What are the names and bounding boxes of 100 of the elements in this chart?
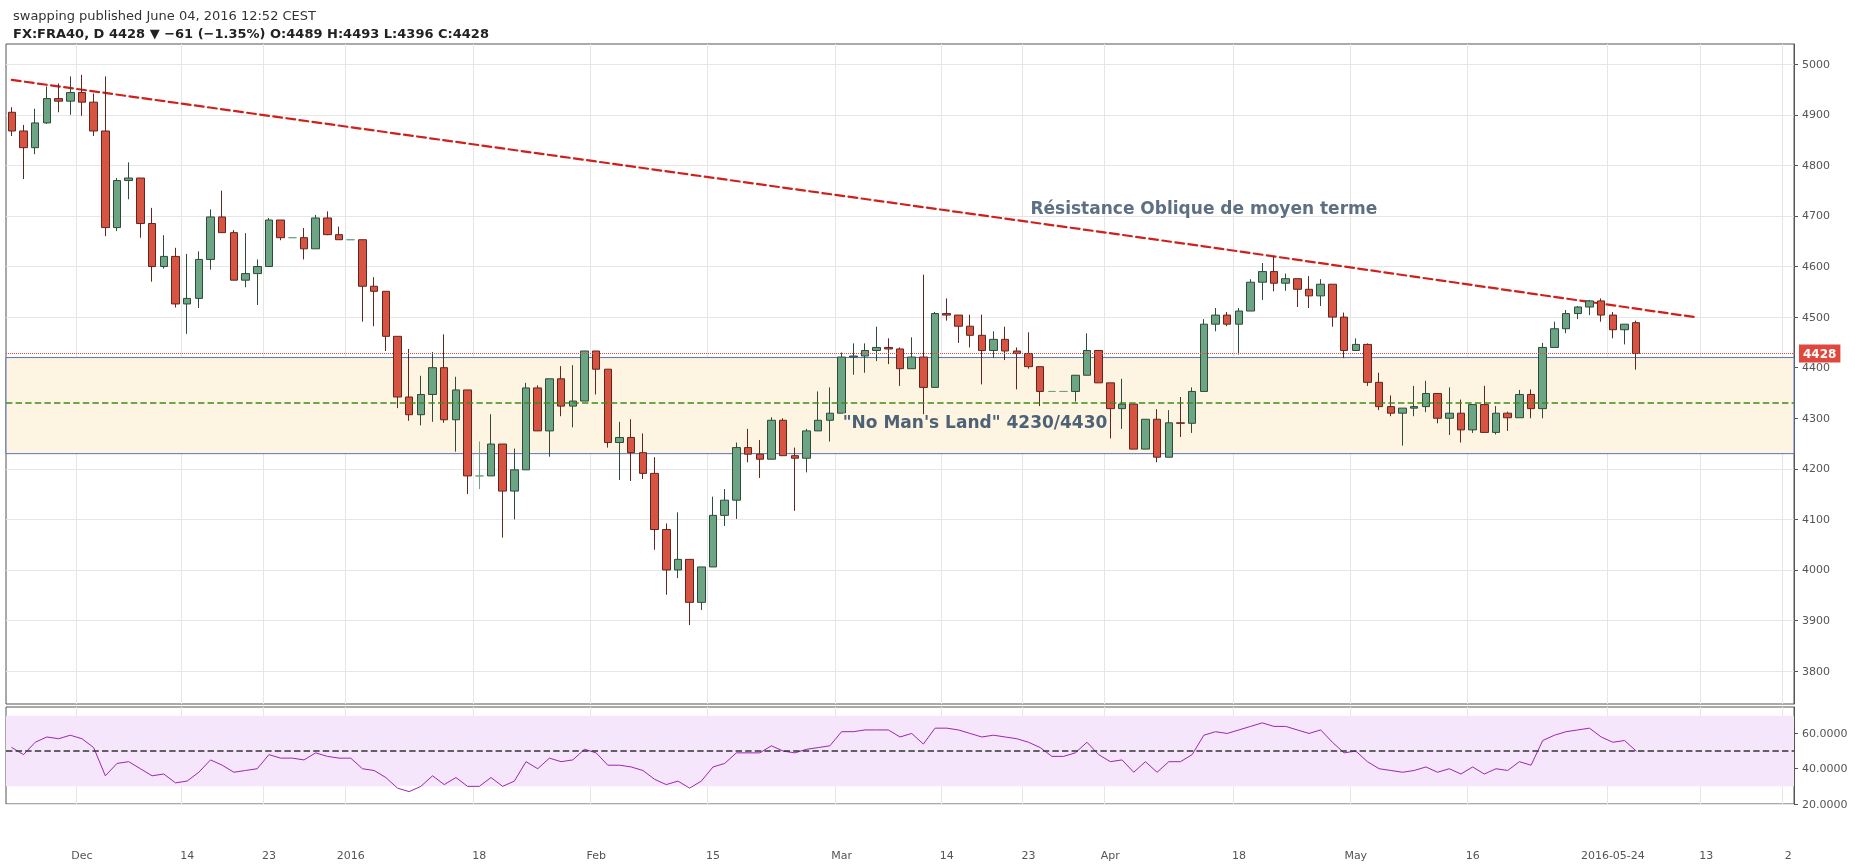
y-tick-label: 4000 <box>1802 563 1830 577</box>
candlestick <box>54 82 63 113</box>
candlestick <box>66 75 75 116</box>
x-tick-label: 2016-05-24 <box>1580 849 1645 862</box>
candlestick <box>206 208 215 271</box>
candlestick <box>1538 342 1547 419</box>
candlestick <box>1200 318 1208 392</box>
candlestick <box>113 177 121 232</box>
x-tick-label: 2016 <box>336 849 365 862</box>
y-tick-label: 60.0000 <box>1802 726 1848 740</box>
candlestick <box>861 342 869 374</box>
candlestick <box>791 447 799 512</box>
x-tick-label: Feb <box>586 849 606 862</box>
candlestick <box>1468 404 1477 434</box>
candlestick <box>370 276 378 327</box>
candlestick <box>779 417 787 457</box>
candlestick <box>954 314 963 344</box>
candlestick <box>1211 307 1220 332</box>
candlestick <box>639 432 647 480</box>
candlestick <box>265 217 273 268</box>
candlestick <box>195 250 203 309</box>
candlestick <box>627 418 635 482</box>
y-tick-label: 20.0000 <box>1802 797 1848 811</box>
chart-title: FX:FRA40, D 4428 ▼ −61 (−1.35%) O:4489 H:4493 L:4396 C:4428 <box>13 26 489 41</box>
x-tick-label: Mar <box>831 849 853 862</box>
candlestick <box>1188 386 1196 434</box>
candlestick <box>31 108 39 155</box>
candlestick <box>1316 278 1325 307</box>
candlestick <box>744 428 752 463</box>
x-tick-label: 15 <box>706 849 721 862</box>
candlestick <box>43 85 51 125</box>
x-tick-label: Apr <box>1100 849 1121 862</box>
candlestick <box>241 232 250 288</box>
candlestick <box>1258 262 1267 301</box>
y-tick-label: 40.0000 <box>1802 762 1848 776</box>
candlestick <box>510 448 519 520</box>
candlestick <box>230 229 238 281</box>
candlestick <box>837 352 846 414</box>
candlestick <box>428 351 437 423</box>
candlestick <box>1141 418 1150 450</box>
x-tick-label: 23 <box>1021 849 1036 862</box>
candlestick <box>276 219 285 241</box>
candlestick <box>989 330 998 359</box>
candlestick <box>475 441 484 490</box>
candlestick <box>569 364 577 428</box>
candlestick <box>148 207 156 283</box>
candlestick <box>1503 411 1512 432</box>
candlestick <box>498 443 507 539</box>
candlestick <box>1433 392 1442 424</box>
y-tick-label: 4700 <box>1802 209 1830 223</box>
candlestick <box>1153 408 1161 463</box>
x-tick-label: 14 <box>939 849 954 862</box>
candlestick <box>78 74 86 117</box>
candlestick <box>674 511 682 579</box>
candlestick <box>1562 309 1570 334</box>
candlestick <box>1270 255 1278 292</box>
candlestick <box>767 416 776 460</box>
candlestick <box>335 226 343 241</box>
candlestick <box>1083 332 1091 376</box>
candlestick <box>183 253 191 335</box>
candlestick <box>1071 374 1080 403</box>
candlestick <box>1165 409 1173 458</box>
candlestick <box>615 421 624 481</box>
candlestick <box>1445 386 1454 436</box>
candlestick <box>1550 321 1559 348</box>
y-tick-label: 4500 <box>1802 310 1830 324</box>
x-tick-label: Dec <box>71 849 93 862</box>
candlestick <box>650 456 659 551</box>
candlestick <box>89 93 98 137</box>
candlestick <box>1036 366 1044 407</box>
candlestick <box>1293 278 1302 308</box>
candlestick <box>1422 380 1430 413</box>
candlestick <box>1328 283 1337 328</box>
candlestick <box>1106 382 1115 439</box>
candlestick <box>533 384 542 432</box>
x-tick-label: May <box>1344 849 1368 862</box>
x-tick-label: 23 <box>261 849 276 862</box>
x-tick-label: 2 <box>1784 849 1792 862</box>
candlestick <box>697 566 706 611</box>
candlestick <box>1129 403 1138 450</box>
candlestick <box>19 124 28 180</box>
y-tick-label: 5000 <box>1802 57 1830 71</box>
candlestick <box>709 496 717 568</box>
candlestick <box>300 227 308 260</box>
candlestick <box>966 314 974 348</box>
candlestick <box>1235 307 1243 356</box>
candlestick <box>1574 305 1582 320</box>
candlestick <box>1515 389 1524 419</box>
candlestick <box>849 342 858 376</box>
candlestick <box>802 428 811 473</box>
candlestick <box>942 297 951 322</box>
candlestick <box>1281 273 1290 292</box>
y-tick-label: 4300 <box>1802 411 1830 425</box>
x-tick-label: 18 <box>1231 849 1246 862</box>
chart-subtitle: swapping published June 04, 2016 12:52 CEST <box>13 8 317 23</box>
candlestick <box>323 210 332 236</box>
candlestick <box>1620 323 1629 345</box>
candlestick <box>171 247 180 308</box>
x-tick-label: 14 <box>180 849 195 862</box>
y-tick-label: 3900 <box>1802 614 1830 628</box>
